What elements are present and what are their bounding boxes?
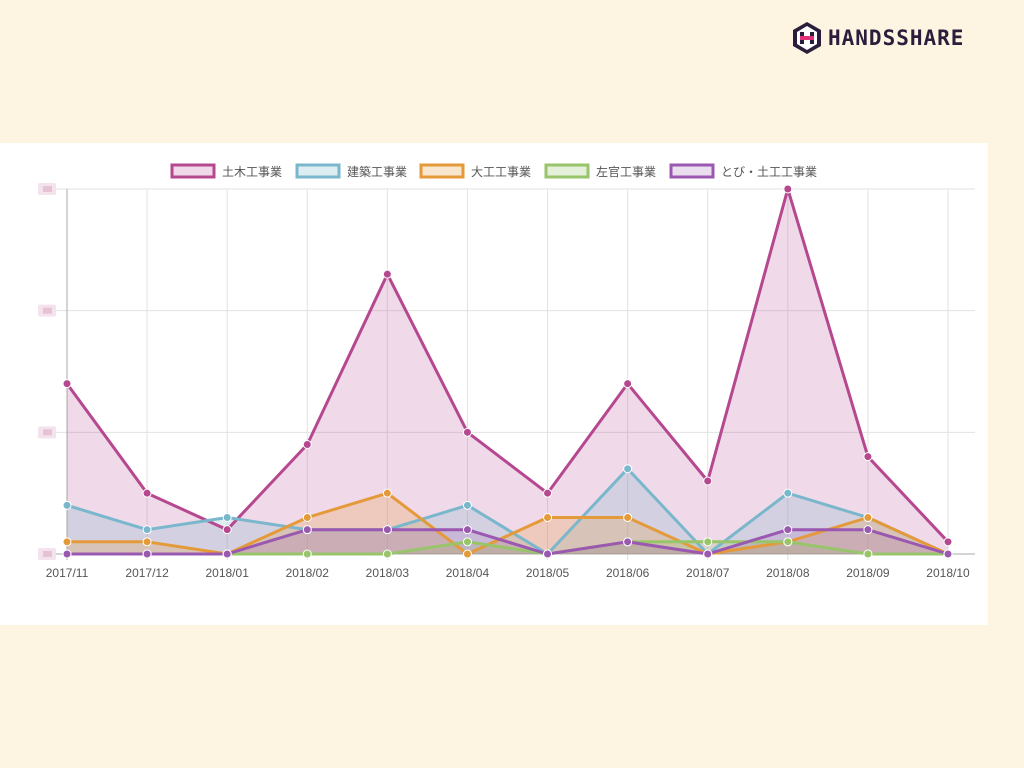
data-point[interactable] — [623, 513, 633, 522]
data-point[interactable] — [703, 549, 713, 559]
data-point[interactable] — [783, 537, 793, 547]
data-point[interactable] — [943, 549, 953, 559]
data-point[interactable] — [302, 525, 312, 535]
data-point[interactable] — [863, 513, 873, 522]
data-point[interactable] — [863, 452, 873, 462]
line-area-chart: 2017/11 2017/12 2018/01 2018/02 2018/03 2018/… — [38, 163, 975, 580]
data-point[interactable] — [703, 476, 713, 486]
series-line-4 — [67, 528, 949, 556]
legend-item-1[interactable]: 建築工事業 — [295, 163, 407, 179]
data-point[interactable] — [142, 488, 152, 498]
hexagon-logo-icon — [793, 22, 821, 54]
chart-lines — [65, 187, 950, 556]
legend-label: 左官工事業 — [596, 164, 656, 179]
x-tick-label: 2018/07 — [686, 566, 730, 580]
data-point[interactable] — [462, 427, 472, 437]
x-tick-label: 2018/10 — [926, 566, 970, 580]
series-line-1 — [66, 467, 949, 556]
data-point[interactable] — [302, 440, 312, 449]
x-tick-label: 2017/11 — [46, 566, 89, 580]
legend-item-0[interactable]: 土木工事業 — [170, 163, 282, 179]
data-point[interactable] — [462, 500, 472, 510]
x-tick-label: 2018/09 — [846, 566, 890, 580]
data-point[interactable] — [783, 488, 793, 498]
data-point[interactable] — [222, 513, 232, 522]
data-point[interactable] — [943, 537, 953, 547]
legend-item-3[interactable]: 左官工事業 — [544, 163, 656, 179]
x-tick-label: 2018/08 — [766, 566, 810, 580]
data-point[interactable] — [222, 549, 232, 559]
legend-label: とび・土工工事業 — [721, 165, 817, 179]
y-tick-label-obscured — [38, 548, 56, 560]
data-point[interactable] — [142, 537, 152, 547]
data-point[interactable] — [703, 537, 713, 547]
series-line-2 — [67, 491, 949, 556]
x-tick-label: 2018/01 — [205, 566, 249, 580]
data-point[interactable] — [543, 513, 553, 522]
legend-item-2[interactable]: 大工工事業 — [419, 163, 531, 179]
data-point[interactable] — [302, 549, 312, 559]
data-point[interactable] — [382, 269, 392, 279]
x-tick-label: 2017/12 — [125, 566, 169, 580]
series-line-0 — [65, 187, 950, 543]
legend-swatch — [669, 163, 715, 179]
chart-areas — [67, 189, 948, 554]
chart-grid — [50, 188, 975, 560]
handsshare-logo: HANDSSHARE — [790, 20, 1000, 56]
data-point[interactable] — [222, 525, 232, 535]
data-point[interactable] — [142, 549, 152, 559]
data-point[interactable] — [623, 379, 633, 389]
data-point[interactable] — [462, 525, 472, 535]
data-point[interactable] — [623, 464, 633, 474]
legend-swatch — [170, 163, 216, 179]
x-tick-label: 2018/05 — [526, 566, 570, 580]
data-point[interactable] — [302, 513, 312, 522]
data-point[interactable] — [62, 537, 72, 547]
legend-label: 土木工事業 — [222, 165, 282, 179]
data-point[interactable] — [462, 549, 472, 559]
data-point[interactable] — [863, 525, 873, 535]
chart-points — [62, 184, 953, 559]
data-point[interactable] — [382, 549, 392, 559]
data-point[interactable] — [142, 525, 152, 535]
data-point[interactable] — [783, 525, 793, 535]
data-point[interactable] — [62, 500, 72, 510]
data-point[interactable] — [543, 549, 553, 559]
legend-swatch — [544, 163, 590, 179]
legend-item-4[interactable]: とび・土工工事業 — [669, 163, 817, 179]
legend-swatch — [419, 163, 465, 179]
y-tick-label-obscured — [38, 426, 56, 439]
data-point[interactable] — [543, 488, 553, 498]
legend-label: 建築工事業 — [347, 164, 407, 179]
legend-label: 大工工事業 — [471, 165, 531, 179]
y-tick-label-obscured — [38, 183, 56, 195]
series-area-1 — [67, 468, 948, 554]
legend-swatch — [295, 163, 341, 179]
series-area-2 — [67, 493, 948, 554]
data-point[interactable] — [62, 379, 72, 389]
data-point[interactable] — [783, 184, 793, 194]
series-area-0 — [67, 189, 948, 554]
x-tick-label: 2018/04 — [446, 566, 490, 580]
x-tick-label: 2018/03 — [366, 566, 410, 580]
chart-legend[interactable]: 土木工事業 建築工事業 大工工事業 左官工事業 とび・土工工事業 — [170, 163, 817, 179]
x-tick-label: 2018/06 — [606, 566, 650, 580]
data-point[interactable] — [623, 537, 633, 547]
y-tick-label-obscured — [38, 304, 56, 317]
data-point[interactable] — [382, 488, 392, 498]
x-tick-label: 2018/02 — [286, 566, 330, 580]
data-point[interactable] — [462, 537, 472, 547]
chart-panel: 2017/11 2017/12 2018/01 2018/02 2018/03 2018/… — [0, 143, 988, 625]
data-point[interactable] — [62, 549, 72, 559]
brand-name: HANDSSHARE — [828, 26, 965, 50]
data-point[interactable] — [382, 525, 392, 535]
x-axis-ticks: 2017/11 2017/12 2018/01 2018/02 2018/03 2018/… — [46, 566, 970, 580]
y-axis-ticks — [38, 183, 56, 560]
data-point[interactable] — [863, 549, 873, 559]
